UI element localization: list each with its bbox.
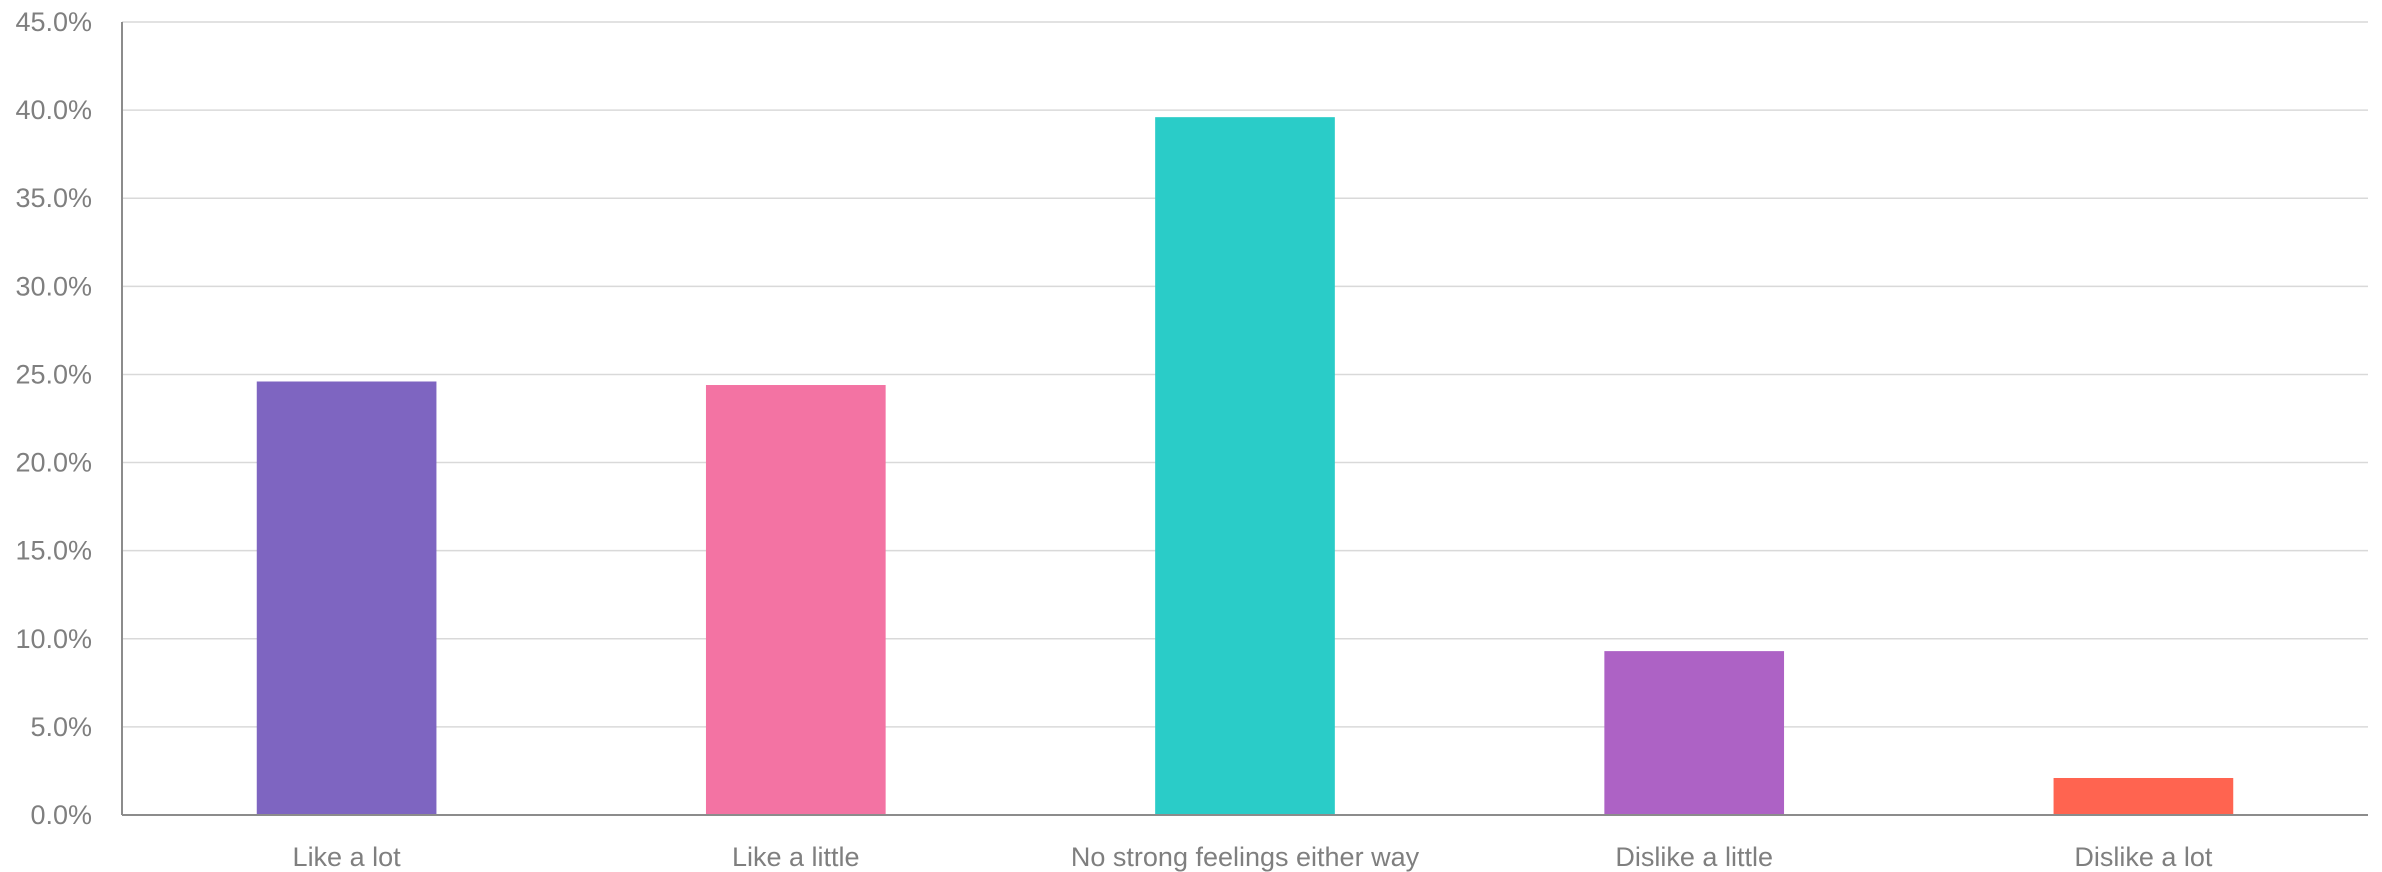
bars [256, 117, 2234, 815]
x-axis-category-labels: Like a lot Like a little No strong feeling… [293, 842, 2213, 872]
x-category-label: Dislike a little [1615, 842, 1773, 872]
bar [705, 385, 886, 815]
y-tick-label: 20.0% [15, 448, 92, 478]
y-tick-label: 35.0% [15, 183, 92, 213]
bar [256, 381, 437, 815]
x-category-label: Like a lot [293, 842, 402, 872]
bar [1155, 117, 1335, 815]
x-category-label: Like a little [732, 842, 860, 872]
y-axis-tick-labels: 0.0% 5.0% 10.0% 15.0% 20.0% 25.0% 30.0% 35.0% 40… [15, 7, 92, 830]
bar [2053, 777, 2234, 815]
y-tick-label: 10.0% [15, 624, 92, 654]
bar [1604, 651, 1785, 815]
y-tick-label: 0.0% [30, 800, 92, 830]
y-tick-label: 5.0% [30, 712, 92, 742]
y-tick-label: 30.0% [15, 271, 92, 301]
y-tick-label: 45.0% [15, 7, 92, 37]
x-category-label: No strong feelings either way [1071, 842, 1420, 872]
y-tick-label: 15.0% [15, 536, 92, 566]
y-tick-label: 25.0% [15, 359, 92, 389]
y-tick-label: 40.0% [15, 95, 92, 125]
x-category-label: Dislike a lot [2074, 842, 2213, 872]
